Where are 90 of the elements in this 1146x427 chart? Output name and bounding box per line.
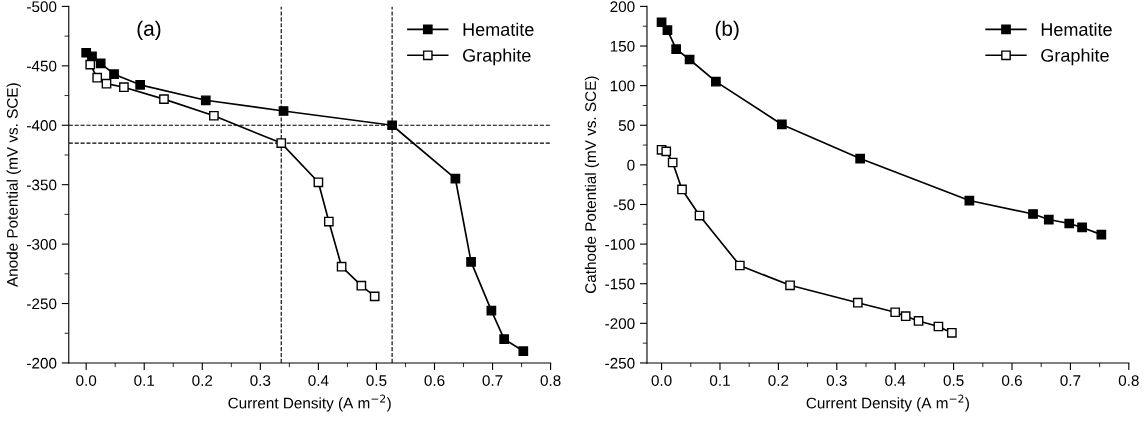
point: [87, 51, 97, 62]
point: [450, 173, 461, 184]
point: [200, 95, 211, 106]
point: [671, 44, 682, 55]
x-tick-label: 0.5: [366, 375, 387, 386]
point: [855, 153, 866, 164]
point: [656, 17, 667, 28]
point: [499, 334, 510, 345]
x-tick-label: 0.7: [482, 375, 503, 386]
legend-label: Graphite: [1041, 48, 1109, 66]
x-axis-title: Current Density (A m$^{−2}$): [228, 394, 391, 412]
point: [278, 106, 289, 116]
point: [777, 119, 787, 130]
x-tick-label: 0.0: [651, 375, 672, 386]
point: [734, 260, 745, 271]
point: [900, 311, 911, 322]
y-tick-label: -350: [27, 179, 57, 191]
x-tick-label: 0.2: [192, 375, 213, 386]
point: [159, 94, 169, 104]
point: [662, 25, 673, 36]
point: [209, 110, 219, 121]
point: [369, 291, 380, 302]
point: [387, 120, 397, 131]
point: [1096, 229, 1107, 240]
point: [1064, 218, 1075, 229]
point: [109, 69, 119, 80]
x-tick-label: 0.3: [250, 375, 271, 386]
y-tick-label: -200: [27, 357, 57, 369]
point: [518, 346, 529, 356]
y-tick-label: -250: [605, 357, 635, 369]
y-tick-label: -300: [27, 238, 57, 250]
y-tick-label: -400: [27, 120, 57, 131]
x-tick-label: 0.4: [308, 375, 329, 386]
point: [1043, 214, 1054, 225]
point: [852, 297, 863, 308]
point: [946, 327, 957, 338]
point: [1028, 209, 1038, 219]
x-tick-label: 0.8: [540, 375, 561, 386]
point: [913, 316, 924, 326]
y-tick-label: -500: [27, 1, 57, 13]
x-tick-label: 0.0: [76, 375, 97, 386]
text: (a): [137, 20, 161, 41]
x-tick-label: 0.2: [768, 375, 789, 386]
point: [890, 307, 901, 318]
x-tick-label: 0.4: [885, 375, 906, 386]
x-axis-title: Current Density (A m$^{−2}$): [806, 394, 969, 412]
y-tick-label: 150: [610, 40, 635, 52]
point: [785, 280, 795, 291]
y-tick-label: 50: [618, 120, 635, 131]
y-tick-label: -100: [605, 238, 635, 250]
y-tick-label: -50: [613, 199, 635, 211]
legend-label: Hematite: [1041, 22, 1112, 36]
x-tick-label: 0.1: [134, 375, 155, 386]
text: (b): [715, 20, 739, 41]
point: [1077, 222, 1087, 233]
x-tick-label: 0.3: [826, 375, 847, 386]
y-axis-title: Cathode Potential (mV vs. SCE): [584, 76, 600, 294]
point: [101, 78, 112, 89]
y-tick-label: -200: [605, 318, 635, 330]
legend-label: Hematite: [463, 22, 534, 36]
x-tick-label: 0.8: [1118, 375, 1139, 386]
y-tick-label: -450: [27, 60, 57, 72]
y-tick-label: 200: [610, 1, 635, 13]
point: [135, 79, 146, 90]
point: [661, 146, 672, 157]
point: [667, 157, 678, 168]
point: [711, 76, 721, 87]
point: [336, 261, 347, 272]
y-tick-label: 100: [610, 80, 635, 92]
point: [486, 305, 497, 316]
point: [323, 216, 334, 227]
x-tick-label: 0.6: [1001, 375, 1022, 386]
x-tick-label: 0.6: [424, 375, 445, 386]
y-tick-label: -250: [27, 298, 57, 310]
point: [276, 138, 287, 148]
y-axis-title: Anode Potential (mV vs. SCE): [6, 83, 21, 287]
point: [466, 257, 476, 267]
y-tick-label: 0: [627, 159, 635, 171]
point: [677, 184, 687, 195]
x-tick-label: 0.5: [943, 375, 964, 386]
legend-label: Graphite: [463, 48, 531, 66]
point: [92, 72, 103, 83]
point: [313, 177, 324, 188]
point: [85, 59, 96, 70]
point: [119, 82, 129, 93]
x-tick-label: 0.1: [709, 375, 730, 386]
point: [356, 280, 367, 291]
y-tick-label: -150: [605, 278, 635, 290]
point: [95, 58, 106, 69]
x-tick-label: 0.7: [1060, 375, 1081, 386]
